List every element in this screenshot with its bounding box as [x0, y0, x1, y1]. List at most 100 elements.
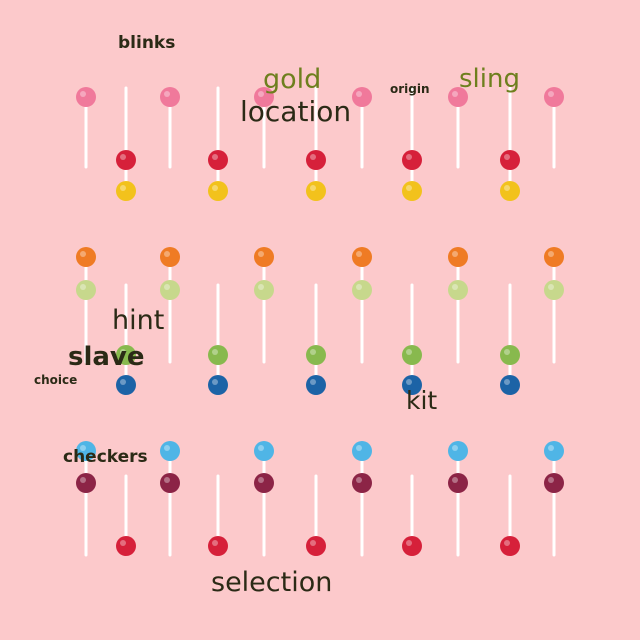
lollipop-candy-green — [208, 345, 228, 365]
lollipop-candy-yellow — [500, 181, 520, 201]
lollipop-shine — [310, 379, 316, 385]
lollipop-shine — [164, 251, 170, 257]
lollipop-candy-red — [402, 150, 422, 170]
lollipop-shine — [548, 477, 554, 483]
word-blinks: blinks — [118, 33, 176, 53]
lollipop-shine — [310, 540, 316, 546]
lollipop-shine — [80, 284, 86, 290]
lollipop-candy-purple — [448, 473, 468, 493]
word-gold: gold — [263, 64, 322, 95]
lollipop-shine — [212, 154, 218, 160]
lollipop-shine — [80, 251, 86, 257]
lollipop-candy-purple — [254, 473, 274, 493]
lollipop-shine — [310, 154, 316, 160]
lollipop-candy-blue — [116, 375, 136, 395]
lollipop-shine — [452, 445, 458, 451]
word-kit: kit — [406, 386, 438, 415]
lollipop-shine — [406, 349, 412, 355]
lollipop-candy-yellow — [208, 181, 228, 201]
lollipop-candy-light-blue — [544, 441, 564, 461]
lollipop-candy-light-blue — [76, 441, 96, 461]
lollipop-candy-green — [500, 345, 520, 365]
lollipop-candy-light-blue — [352, 441, 372, 461]
lollipop-candy-blue — [306, 375, 326, 395]
lollipop-candy-yellow — [116, 181, 136, 201]
lollipop-candy-light-blue — [254, 441, 274, 461]
lollipop-shine — [258, 91, 264, 97]
lollipop-candy-red — [116, 536, 136, 556]
lollipop-shine — [80, 91, 86, 97]
lollipop-shine — [212, 185, 218, 191]
lollipop-shine — [452, 251, 458, 257]
lollipop-candy-light-green — [352, 280, 372, 300]
lollipop-shine — [406, 154, 412, 160]
lollipop-candy-purple — [544, 473, 564, 493]
lollipop-candy-pink — [76, 87, 96, 107]
word-choice: choice — [34, 373, 78, 387]
lollipop-candy-light-blue — [448, 441, 468, 461]
lollipop-candy-green — [116, 345, 136, 365]
lollipop-shine — [452, 91, 458, 97]
word-slave: slave — [68, 342, 145, 372]
lollipop-candy-pink — [448, 87, 468, 107]
lollipop-candy-yellow — [402, 181, 422, 201]
lollipop-shine — [258, 445, 264, 451]
lollipop-candy-orange — [160, 247, 180, 267]
lollipop-shine — [504, 540, 510, 546]
lollipop-shine — [504, 185, 510, 191]
lollipop-shine — [120, 379, 126, 385]
lollipop-candy-yellow — [306, 181, 326, 201]
lollipop-shine — [548, 445, 554, 451]
lollipop-shine — [212, 379, 218, 385]
lollipop-shine — [310, 349, 316, 355]
lollipop-candy-red — [116, 150, 136, 170]
lollipop-candy-orange — [76, 247, 96, 267]
lollipop-candy-red — [306, 150, 326, 170]
lollipop-candy-blue — [402, 375, 422, 395]
lollipop-shine — [548, 91, 554, 97]
lollipop-shine — [120, 540, 126, 546]
lollipop-candy-green — [402, 345, 422, 365]
lollipop-shine — [356, 445, 362, 451]
lollipop-candy-red — [306, 536, 326, 556]
lollipop-shine — [164, 477, 170, 483]
lollipop-candy-purple — [160, 473, 180, 493]
lollipop-shine — [120, 185, 126, 191]
lollipop-shine — [406, 540, 412, 546]
lollipop-candy-light-green — [76, 280, 96, 300]
lollipop-candy-blue — [208, 375, 228, 395]
lollipop-shine — [258, 477, 264, 483]
lollipop-candy-pink — [160, 87, 180, 107]
lollipop-shine — [452, 284, 458, 290]
lollipop-shine — [258, 284, 264, 290]
lollipop-shine — [80, 477, 86, 483]
lollipop-shine — [548, 251, 554, 257]
lollipop-candy-red — [500, 150, 520, 170]
word-origin: origin — [390, 82, 430, 96]
lollipop-shine — [356, 284, 362, 290]
lollipop-shine — [120, 154, 126, 160]
lollipop-candy-pink — [544, 87, 564, 107]
lollipop-shine — [504, 154, 510, 160]
lollipop-shine — [406, 379, 412, 385]
word-location: location — [240, 95, 352, 128]
lollipop-shine — [164, 91, 170, 97]
lollipop-candy-orange — [352, 247, 372, 267]
lollipop-candy-light-blue — [160, 441, 180, 461]
lollipop-shine — [212, 540, 218, 546]
lollipop-candy-blue — [500, 375, 520, 395]
lollipop-candy-pink — [254, 87, 274, 107]
lollipop-candy-purple — [352, 473, 372, 493]
lollipop-shine — [452, 477, 458, 483]
lollipop-candy-red — [402, 536, 422, 556]
lollipop-shine — [548, 284, 554, 290]
lollipop-shine — [504, 379, 510, 385]
lollipop-shine — [356, 477, 362, 483]
lollipop-shine — [504, 349, 510, 355]
lollipop-shine — [80, 445, 86, 451]
lollipop-candy-light-green — [448, 280, 468, 300]
lollipop-candy-red — [208, 150, 228, 170]
lollipop-candy-orange — [544, 247, 564, 267]
